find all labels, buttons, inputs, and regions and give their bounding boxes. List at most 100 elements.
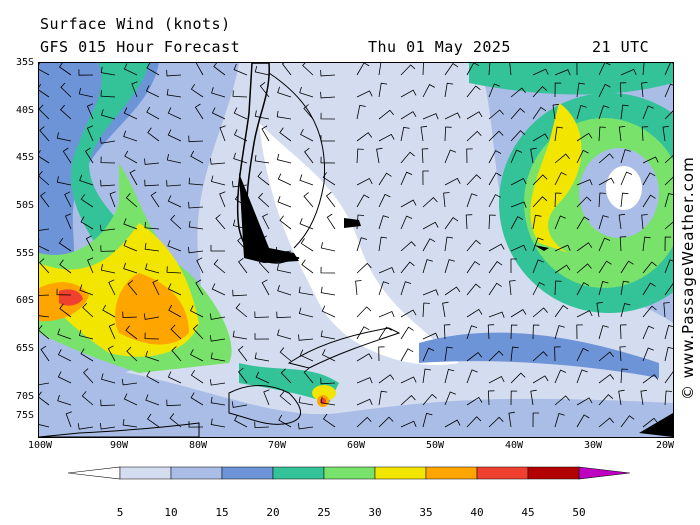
wind-barb — [664, 423, 673, 428]
wind-barb — [576, 310, 593, 318]
wind-barb — [39, 424, 50, 428]
wind-barb — [444, 368, 455, 384]
wind-barb — [510, 149, 523, 164]
wind-barb — [211, 107, 226, 120]
wind-barb — [80, 348, 94, 362]
wind-barb — [576, 63, 578, 76]
wind-barb — [488, 109, 504, 120]
wind-barb — [170, 214, 182, 230]
colorbar-swatch — [476, 466, 529, 480]
wind-barb — [466, 283, 481, 296]
wind-barb — [194, 103, 204, 120]
wind-barb — [210, 175, 226, 186]
wind-barb — [510, 130, 526, 142]
wind-barb — [620, 104, 629, 120]
wind-barb — [422, 368, 432, 384]
wind-barb — [232, 90, 248, 98]
wind-barb — [576, 149, 589, 164]
wind-barb — [123, 239, 138, 252]
wind-barb — [192, 324, 204, 340]
wind-barb — [378, 390, 388, 406]
wind-barb — [400, 171, 413, 186]
wind-barb — [554, 69, 571, 76]
wind-barb — [554, 413, 565, 428]
wind-field-svg — [39, 63, 673, 437]
colorbar-label: 40 — [470, 506, 484, 519]
wind-barb — [378, 281, 390, 296]
wind-barb — [466, 369, 478, 384]
wind-barb — [144, 221, 160, 230]
wind-barb — [664, 155, 673, 164]
wind-barb — [231, 180, 248, 188]
wind-barb — [488, 311, 505, 318]
wind-barb — [238, 367, 248, 384]
wind-barb — [60, 104, 72, 120]
wind-barb — [276, 110, 292, 120]
wind-barb — [444, 112, 461, 120]
wind-barb — [356, 353, 373, 362]
wind-barb — [280, 368, 292, 384]
colorbar-label: 15 — [215, 506, 229, 519]
wind-barb — [422, 63, 424, 76]
wind-barb — [663, 302, 670, 318]
wind-barb — [299, 218, 314, 230]
wind-barb — [422, 302, 430, 318]
wind-barb — [297, 422, 314, 430]
wind-barb — [662, 125, 669, 142]
wind-barb — [510, 258, 517, 273]
wind-barb — [188, 220, 204, 230]
wind-barb — [234, 414, 248, 428]
wind-barb — [443, 324, 451, 340]
wind-barb — [189, 305, 204, 318]
wind-band-25kt — [469, 63, 673, 95]
wind-barb — [195, 279, 204, 296]
lon-label: 20W — [655, 440, 675, 451]
wind-barb — [400, 151, 415, 164]
wind-barb — [146, 370, 160, 384]
wind-barb — [487, 390, 495, 406]
wind-barb — [444, 236, 454, 252]
wind-barb — [422, 393, 437, 406]
wind-barb — [422, 289, 439, 296]
wind-barb — [620, 303, 631, 318]
wind-barb — [422, 347, 435, 362]
wind-barb — [466, 308, 483, 318]
wind-barb — [444, 391, 456, 406]
wind-barb — [100, 179, 116, 187]
wind-barb — [664, 63, 673, 76]
wind-barb — [100, 264, 116, 274]
wind-barb — [400, 89, 417, 98]
wind-barb — [144, 243, 160, 252]
wind-barb — [209, 379, 226, 386]
lon-label: 40W — [504, 440, 524, 451]
wind-barb — [642, 105, 654, 120]
wind-barb — [84, 147, 94, 164]
wind-barb — [664, 259, 673, 274]
wind-barb — [618, 213, 626, 230]
wind-barb — [576, 282, 590, 296]
wind-barb — [188, 135, 204, 143]
wind-barb — [144, 179, 160, 187]
wind-barb — [642, 194, 656, 208]
wind-barb — [510, 107, 525, 120]
wind-barb — [320, 91, 336, 99]
wind-barb — [39, 83, 50, 98]
wind-barb — [57, 349, 72, 362]
wind-barb — [320, 286, 336, 296]
wind-barb — [356, 326, 370, 340]
wind-barb — [356, 262, 372, 274]
wind-barb — [147, 127, 160, 142]
wind-band-45kt — [59, 289, 83, 306]
wind-barb — [598, 153, 614, 164]
wind-barb — [39, 258, 50, 274]
wind-barb — [576, 132, 593, 142]
wind-barb — [123, 393, 138, 406]
wind-barb — [57, 328, 72, 340]
colorbar-label: 5 — [116, 506, 124, 519]
wind-barb — [552, 103, 560, 120]
wind-barb — [254, 352, 270, 362]
lat-label: 70S — [15, 391, 34, 402]
colorbar-label: 10 — [164, 506, 178, 519]
wind-barb — [299, 349, 314, 362]
lon-label: 80W — [188, 440, 208, 451]
